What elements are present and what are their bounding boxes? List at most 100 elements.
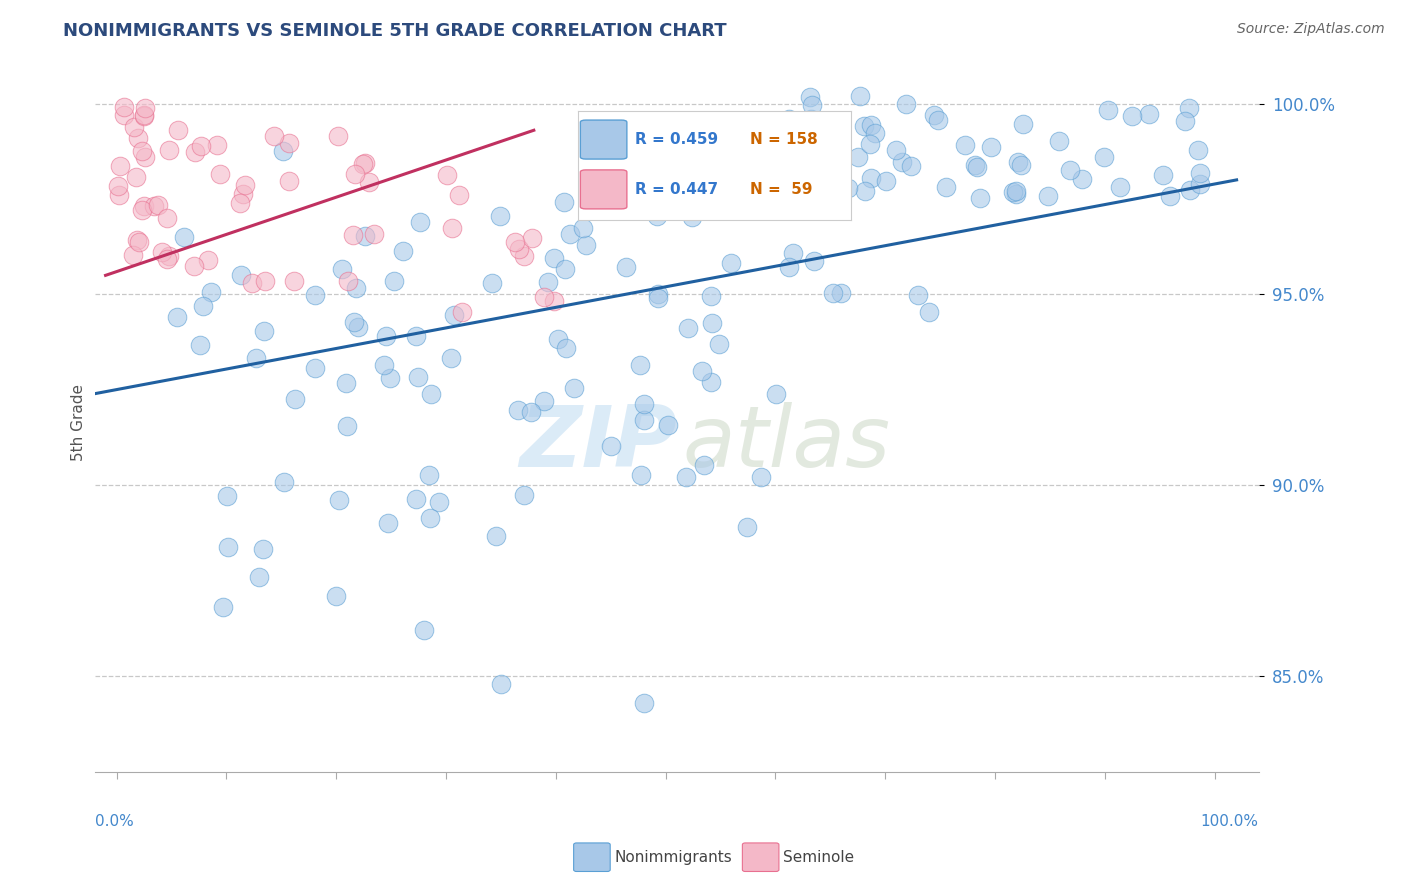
Point [134,101,156,115]
Point [1109,179,1132,194]
Point [533,289,555,303]
Point [336,274,359,288]
Point [1071,171,1094,186]
Point [1152,169,1174,183]
Point [197,253,219,268]
Point [520,405,543,419]
Point [1002,186,1025,200]
Point [377,516,399,531]
Point [1005,187,1028,202]
Point [488,209,510,223]
Point [441,221,464,235]
Point [409,215,432,229]
Point [436,168,458,182]
Point [447,187,470,202]
Point [647,286,669,301]
Point [232,187,254,202]
Point [489,677,512,691]
Point [858,136,880,151]
Point [150,244,173,259]
Point [555,341,578,355]
Point [146,198,169,212]
Point [693,458,716,473]
Point [406,369,429,384]
Point [522,231,544,245]
Point [922,108,945,122]
Point [803,254,825,268]
Text: ZIP: ZIP [519,401,678,485]
Point [969,191,991,205]
Point [508,403,530,417]
Point [657,417,679,432]
Point [252,324,274,338]
Point [614,260,637,274]
Point [1005,184,1028,198]
Point [1178,101,1201,115]
Point [131,203,153,218]
Point [229,195,252,210]
Point [336,418,359,433]
Point [575,237,598,252]
Point [543,293,565,308]
Point [263,129,285,144]
Point [800,112,823,127]
Point [374,328,396,343]
Point [681,211,703,225]
Point [780,141,803,155]
Point [966,160,988,174]
Point [419,510,441,524]
Point [190,138,212,153]
Point [205,138,228,153]
Point [342,227,364,242]
Point [215,490,238,504]
Point [789,144,811,158]
Point [413,624,436,638]
Point [127,131,149,145]
Point [630,468,652,483]
Point [853,185,876,199]
Point [863,127,886,141]
Point [1180,183,1202,197]
Point [700,289,723,303]
Y-axis label: 5th Grade: 5th Grade [72,384,86,461]
Point [600,439,623,453]
Text: NONIMMIGRANTS VS SEMINOLE 5TH GRADE CORRELATION CHART: NONIMMIGRANTS VS SEMINOLE 5TH GRADE CORR… [63,22,727,40]
Point [709,337,731,351]
Point [233,178,256,193]
Point [352,157,374,171]
Point [692,364,714,378]
Point [537,275,560,289]
Point [554,262,576,277]
Text: atlas: atlas [682,401,890,485]
Point [860,119,883,133]
Point [657,186,679,200]
Point [122,120,145,134]
Point [485,529,508,543]
Point [562,381,585,395]
Point [304,361,326,376]
Point [830,286,852,301]
Point [786,158,808,172]
Point [1010,158,1032,172]
Point [1092,150,1115,164]
Point [814,184,837,198]
Point [547,333,569,347]
Text: 100.0%: 100.0% [1201,814,1258,829]
Point [156,252,179,266]
Point [738,164,761,178]
Point [533,393,555,408]
Point [127,233,149,247]
Point [128,235,150,249]
Point [935,180,957,194]
Point [1188,166,1211,180]
Point [894,97,917,112]
Point [560,227,582,241]
Point [720,255,742,269]
Point [429,495,451,509]
Point [927,112,949,127]
Point [735,520,758,534]
Point [382,274,405,288]
Point [769,141,792,155]
Point [1011,117,1033,131]
Point [273,475,295,490]
